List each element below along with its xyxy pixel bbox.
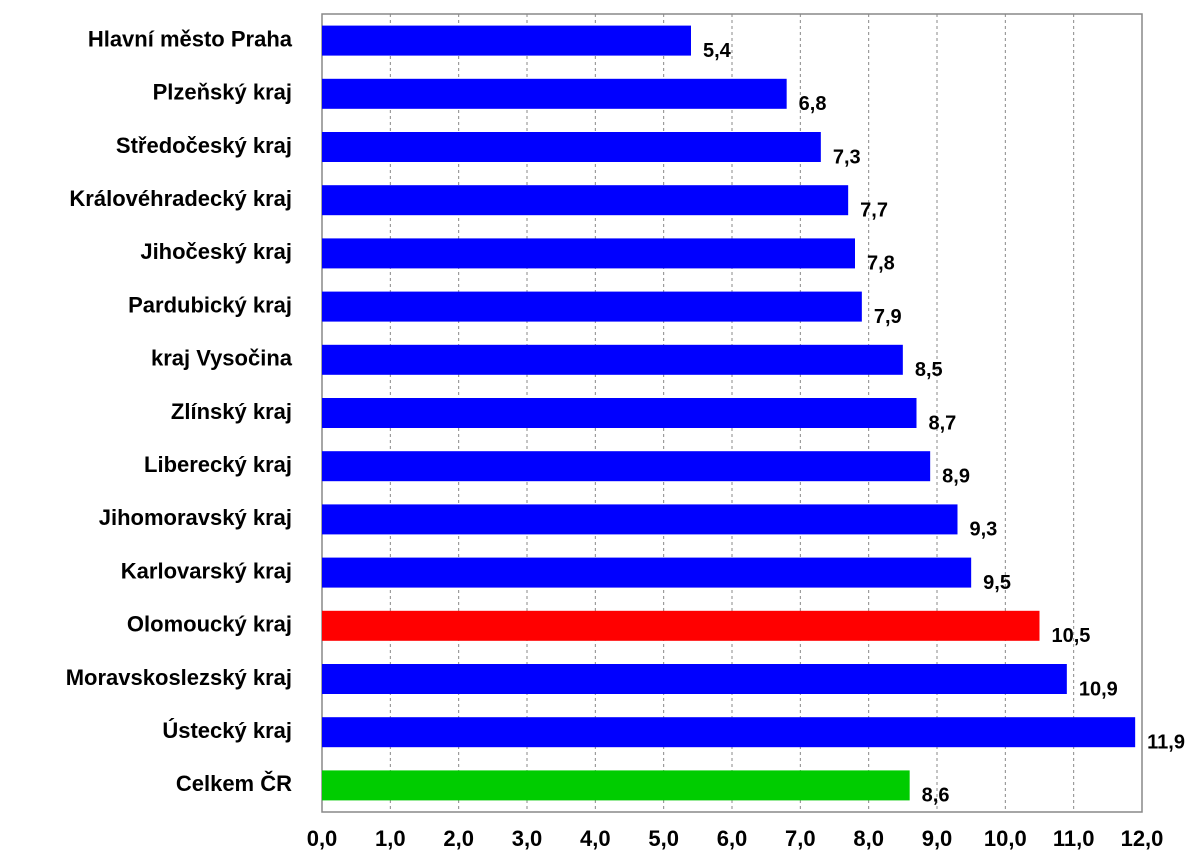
bar	[322, 344, 903, 375]
x-tick-label: 9,0	[922, 826, 953, 851]
x-tick-label: 1,0	[375, 826, 406, 851]
value-label: 7,3	[833, 146, 861, 168]
bar	[322, 664, 1067, 694]
y-tick-label: Olomoucký kraj	[127, 612, 292, 637]
bar	[322, 610, 1040, 641]
bar	[322, 398, 917, 428]
bar	[322, 770, 910, 801]
value-label: 10,9	[1079, 678, 1118, 700]
bar	[322, 557, 972, 588]
y-tick-label: Ústecký kraj	[162, 718, 292, 743]
x-tick-label: 2,0	[443, 826, 474, 851]
y-tick-label: Středočeský kraj	[116, 133, 292, 158]
x-tick-label: 11,0	[1053, 826, 1095, 851]
y-tick-label: Pardubický kraj	[128, 292, 292, 317]
x-tick-label: 6,0	[717, 826, 748, 851]
value-label: 11,9	[1147, 731, 1185, 753]
x-tick-label: 4,0	[580, 826, 611, 851]
bar	[322, 451, 931, 482]
x-tick-label: 12,0	[1121, 826, 1164, 851]
y-tick-label: Jihočeský kraj	[140, 239, 292, 264]
value-label: 7,9	[874, 306, 902, 328]
value-label: 6,8	[799, 93, 827, 115]
value-label: 9,3	[970, 519, 998, 541]
bar	[322, 132, 821, 162]
y-tick-label: Celkem ČR	[176, 771, 292, 796]
y-tick-label: kraj Vysočina	[151, 346, 293, 371]
value-label: 8,9	[942, 465, 970, 487]
value-label: 10,5	[1052, 625, 1091, 647]
value-label: 5,4	[703, 40, 732, 62]
value-label: 8,7	[929, 412, 957, 434]
y-tick-label: Zlínský kraj	[171, 399, 292, 424]
bar	[322, 291, 862, 322]
x-tick-label: 10,0	[984, 826, 1027, 851]
x-tick-label: 3,0	[512, 826, 543, 851]
value-label: 9,5	[983, 572, 1011, 594]
y-tick-label: Moravskoslezský kraj	[66, 665, 292, 690]
y-tick-label: Hlavní město Praha	[88, 26, 293, 51]
y-tick-label: Plzeňský kraj	[153, 80, 292, 105]
y-tick-label: Královéhradecký kraj	[69, 186, 292, 211]
value-label: 7,7	[860, 199, 888, 221]
x-tick-label: 5,0	[648, 826, 679, 851]
value-label: 7,8	[867, 253, 895, 275]
bar	[322, 185, 849, 216]
x-tick-label: 8,0	[853, 826, 884, 851]
bar	[322, 78, 787, 109]
value-label: 8,5	[915, 359, 943, 381]
bar	[322, 25, 691, 56]
x-tick-label: 7,0	[785, 826, 816, 851]
y-tick-label: Liberecký kraj	[144, 452, 292, 477]
value-label: 8,6	[922, 785, 950, 807]
y-tick-label: Karlovarský kraj	[121, 558, 292, 583]
bar	[322, 717, 1136, 748]
x-tick-label: 0,0	[307, 826, 338, 851]
bar	[322, 238, 855, 269]
y-tick-label: Jihomoravský kraj	[99, 505, 292, 530]
bar	[322, 504, 958, 535]
